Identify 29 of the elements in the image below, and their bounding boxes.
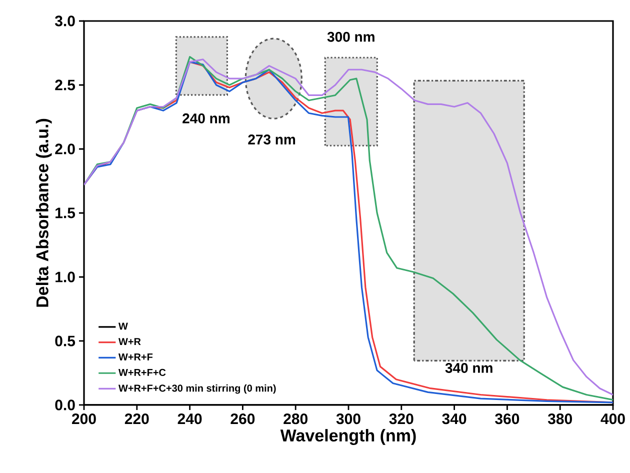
x-tick-label: 200: [72, 414, 96, 424]
x-tick-label: 300: [336, 414, 360, 424]
x-tick-label: 400: [600, 414, 625, 424]
legend-label: W: [118, 322, 128, 330]
y-tick-label: 0.0: [55, 400, 75, 410]
x-tick-label: 340: [442, 414, 466, 424]
legend-label: W+R: [118, 338, 141, 345]
legend-label: W+R+F: [118, 353, 153, 360]
legend-label: W+R+F+C+30 min stirring (0 min): [118, 384, 276, 394]
x-axis-title: Wavelength (nm): [280, 429, 416, 445]
x-tick-label: 260: [230, 414, 255, 424]
y-tick-label: 0.5: [55, 336, 76, 346]
x-tick-label: 360: [495, 414, 520, 424]
x-tick-label: 280: [284, 414, 308, 424]
annotation: 300 nm: [327, 32, 374, 42]
x-tick-label: 380: [548, 414, 572, 424]
annotation: 340 nm: [445, 363, 492, 373]
x-tick-label: 320: [389, 414, 414, 424]
y-tick-label: 1.5: [56, 208, 76, 218]
y-tick-label: 3.0: [54, 16, 75, 26]
y-tick-label: 2.5: [55, 80, 76, 90]
x-tick-label: 240: [178, 414, 202, 424]
annotation: 240 nm: [182, 113, 230, 124]
x-tick-label: 220: [124, 414, 149, 424]
y-tick-label: 2.0: [55, 144, 75, 154]
y-tick-label: 1.0: [56, 272, 75, 282]
y-axis-title: Delta Absorbance (a.u.): [36, 118, 52, 307]
legend-label: W+R+F+C: [118, 368, 166, 376]
annotation: 273 nm: [248, 134, 296, 144]
